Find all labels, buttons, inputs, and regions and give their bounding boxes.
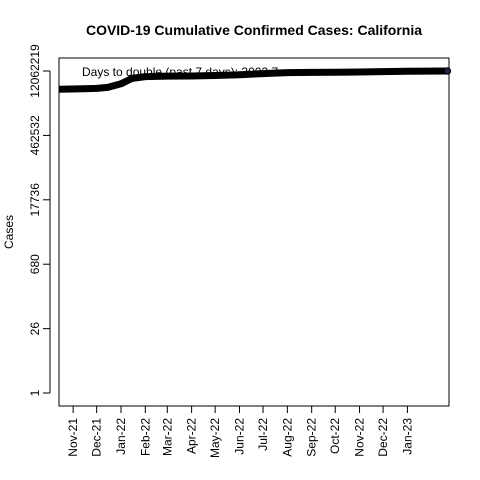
- y-tick-label: 17736: [28, 183, 42, 217]
- y-tick-label: 680: [28, 254, 42, 274]
- series-endpoint: [443, 67, 452, 75]
- x-axis: Nov-21 Dec-21 Jan-22 Feb-22 Mar-22 Apr-22 May-…: [66, 405, 414, 458]
- x-tick-label: Oct-22: [328, 418, 342, 454]
- x-tick-label: Dec-22: [376, 418, 390, 457]
- y-tick-label: 1: [28, 389, 42, 396]
- x-tick-label: Jul-22: [256, 418, 270, 451]
- x-tick-label: Jan-22: [114, 418, 128, 455]
- y-tick-label: 26: [28, 322, 42, 336]
- x-tick-label: Jan-23: [400, 418, 414, 455]
- series-layer: [58, 67, 452, 93]
- x-tick-label: Sep-22: [305, 418, 319, 457]
- series-line: [58, 67, 448, 93]
- x-tick-label: Jun-22: [232, 418, 246, 455]
- x-tick-label: May-22: [208, 418, 222, 458]
- x-tick-label: Nov-21: [66, 418, 80, 457]
- x-tick-label: Aug-22: [280, 418, 294, 457]
- doubling-annotation: Days to double (past 7 days): 3003.7: [82, 65, 278, 79]
- x-tick-label: Nov-22: [353, 418, 367, 457]
- y-tick-label: 12062219: [28, 44, 42, 98]
- plot-frame: [58, 57, 450, 407]
- chart-title: COVID-19 Cumulative Confirmed Cases: Cal…: [86, 22, 422, 38]
- y-axis: 1 26 680 17736 462532 12062219: [28, 44, 51, 396]
- y-axis-label: Cases: [2, 215, 16, 249]
- y-tick-label: 462532: [28, 115, 42, 155]
- x-tick-label: Apr-22: [185, 418, 199, 454]
- x-tick-label: Feb-22: [138, 418, 152, 456]
- x-tick-label: Dec-21: [90, 418, 104, 457]
- x-tick-label: Mar-22: [160, 418, 174, 456]
